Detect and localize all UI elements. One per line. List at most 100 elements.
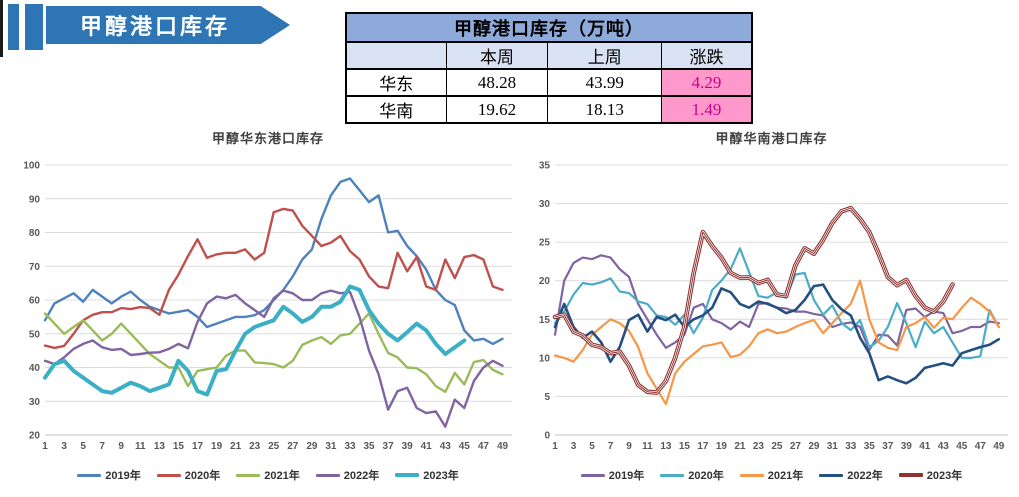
legend-line-swatch — [898, 473, 923, 477]
chart-title: 甲醇华南港口库存 — [715, 131, 828, 146]
svg-text:35: 35 — [363, 441, 375, 452]
legend-item-2023年: 2023年 — [395, 467, 459, 483]
svg-text:39: 39 — [901, 441, 913, 452]
svg-text:25: 25 — [539, 238, 551, 249]
svg-text:70: 70 — [29, 262, 41, 273]
svg-text:40: 40 — [29, 363, 41, 374]
svg-text:20: 20 — [29, 431, 41, 442]
svg-text:30: 30 — [29, 397, 41, 408]
summary-table-header-row: 本周 上周 涨跌 — [345, 41, 753, 70]
svg-text:19: 19 — [716, 441, 728, 452]
legend-line-swatch — [660, 473, 685, 477]
svg-text:41: 41 — [919, 441, 931, 452]
svg-text:43: 43 — [938, 441, 950, 452]
legend-label: 2023年 — [926, 470, 963, 482]
svg-text:23: 23 — [249, 441, 261, 452]
summary-table-title: 甲醇港口库存（万吨） — [345, 12, 753, 43]
svg-text:9: 9 — [626, 441, 632, 452]
section-banner-title: 甲醇港口库存 — [79, 14, 230, 39]
svg-text:27: 27 — [287, 441, 299, 452]
svg-text:17: 17 — [697, 441, 709, 452]
svg-text:7: 7 — [99, 441, 105, 452]
svg-text:39: 39 — [402, 441, 414, 452]
summary-table-title-row: 甲醇港口库存（万吨） — [345, 12, 753, 43]
banner-accent-bar — [25, 4, 43, 50]
svg-text:5: 5 — [589, 441, 595, 452]
svg-text:27: 27 — [790, 441, 802, 452]
chart-legend: 2019年 2020年 2021年 2022年 2023年 — [18, 467, 518, 483]
svg-text:15: 15 — [173, 441, 185, 452]
svg-text:60: 60 — [29, 296, 41, 307]
svg-text:11: 11 — [135, 441, 146, 452]
header-cell-change: 涨跌 — [661, 41, 753, 70]
legend-item-2022年: 2022年 — [819, 467, 883, 483]
legend-item-2022年: 2022年 — [315, 467, 379, 483]
legend-line-swatch — [395, 473, 420, 477]
svg-text:47: 47 — [975, 441, 987, 452]
svg-text:45: 45 — [459, 441, 471, 452]
svg-text:35: 35 — [864, 441, 876, 452]
svg-text:25: 25 — [771, 441, 783, 452]
svg-text:29: 29 — [808, 441, 820, 452]
svg-text:3: 3 — [61, 441, 67, 452]
value-last-week: 43.99 — [547, 68, 663, 97]
svg-text:37: 37 — [383, 441, 395, 452]
svg-text:5: 5 — [80, 441, 86, 452]
row-label: 华东 — [345, 68, 447, 97]
value-change: 1.49 — [661, 95, 753, 124]
svg-text:50: 50 — [29, 329, 41, 340]
value-this-week: 19.62 — [445, 95, 549, 124]
legend-label: 2019年 — [608, 470, 645, 482]
svg-text:11: 11 — [642, 441, 653, 452]
svg-text:21: 21 — [734, 441, 746, 452]
table-row-south-china: 华南 19.62 18.13 1.49 — [345, 95, 753, 124]
chart-title: 甲醇华东港口库存 — [211, 131, 324, 146]
svg-text:30: 30 — [539, 199, 551, 210]
legend-label: 2020年 — [688, 470, 724, 482]
svg-text:45: 45 — [956, 441, 968, 452]
svg-text:17: 17 — [192, 441, 204, 452]
chart-south-china: 甲醇华南港口库存 0 5 10 15 20 25 30 35 1 3 5 7 9 11 13 15 17 19 21… — [524, 128, 1019, 483]
legend-label: 2021年 — [767, 470, 804, 482]
row-label: 华南 — [345, 95, 447, 124]
chart-east-china: 甲醇华东港口库存 20 30 40 50 60 70 80 90 100 1 3 5 7 9 11 13 15 1… — [18, 128, 518, 483]
svg-text:13: 13 — [660, 441, 672, 452]
legend-item-2023年: 2023年 — [898, 467, 963, 483]
banner-accent-bar — [8, 4, 19, 50]
svg-text:19: 19 — [211, 441, 223, 452]
page-edge-line — [0, 0, 3, 57]
legend-line-swatch — [739, 473, 764, 477]
svg-text:9: 9 — [118, 441, 124, 452]
svg-text:13: 13 — [154, 441, 166, 452]
value-last-week: 18.13 — [547, 95, 663, 124]
svg-text:90: 90 — [29, 194, 41, 205]
svg-text:3: 3 — [571, 441, 577, 452]
table-row-east-china: 华东 48.28 43.99 4.29 — [345, 68, 753, 97]
svg-text:37: 37 — [882, 441, 894, 452]
legend-line-swatch — [580, 473, 605, 477]
value-change: 4.29 — [661, 68, 753, 97]
legend-item-2021年: 2021年 — [236, 467, 300, 483]
svg-text:29: 29 — [306, 441, 318, 452]
legend-label: 2020年 — [184, 470, 221, 482]
svg-text:80: 80 — [29, 228, 41, 239]
svg-text:25: 25 — [268, 441, 280, 452]
legend-item-2019年: 2019年 — [77, 467, 141, 483]
svg-text:100: 100 — [23, 161, 40, 172]
legend-label: 2019年 — [105, 470, 141, 482]
header-cell-blank — [345, 41, 447, 70]
legend-line-swatch — [819, 473, 844, 477]
legend-item-2020年: 2020年 — [156, 467, 221, 483]
svg-text:47: 47 — [478, 441, 490, 452]
svg-text:49: 49 — [497, 441, 509, 452]
svg-text:5: 5 — [544, 392, 550, 403]
svg-text:7: 7 — [608, 441, 614, 452]
svg-text:1: 1 — [552, 441, 558, 452]
svg-text:15: 15 — [679, 441, 691, 452]
svg-text:43: 43 — [440, 441, 452, 452]
legend-line-swatch — [236, 473, 261, 477]
svg-text:10: 10 — [539, 353, 551, 364]
svg-text:20: 20 — [539, 276, 551, 287]
